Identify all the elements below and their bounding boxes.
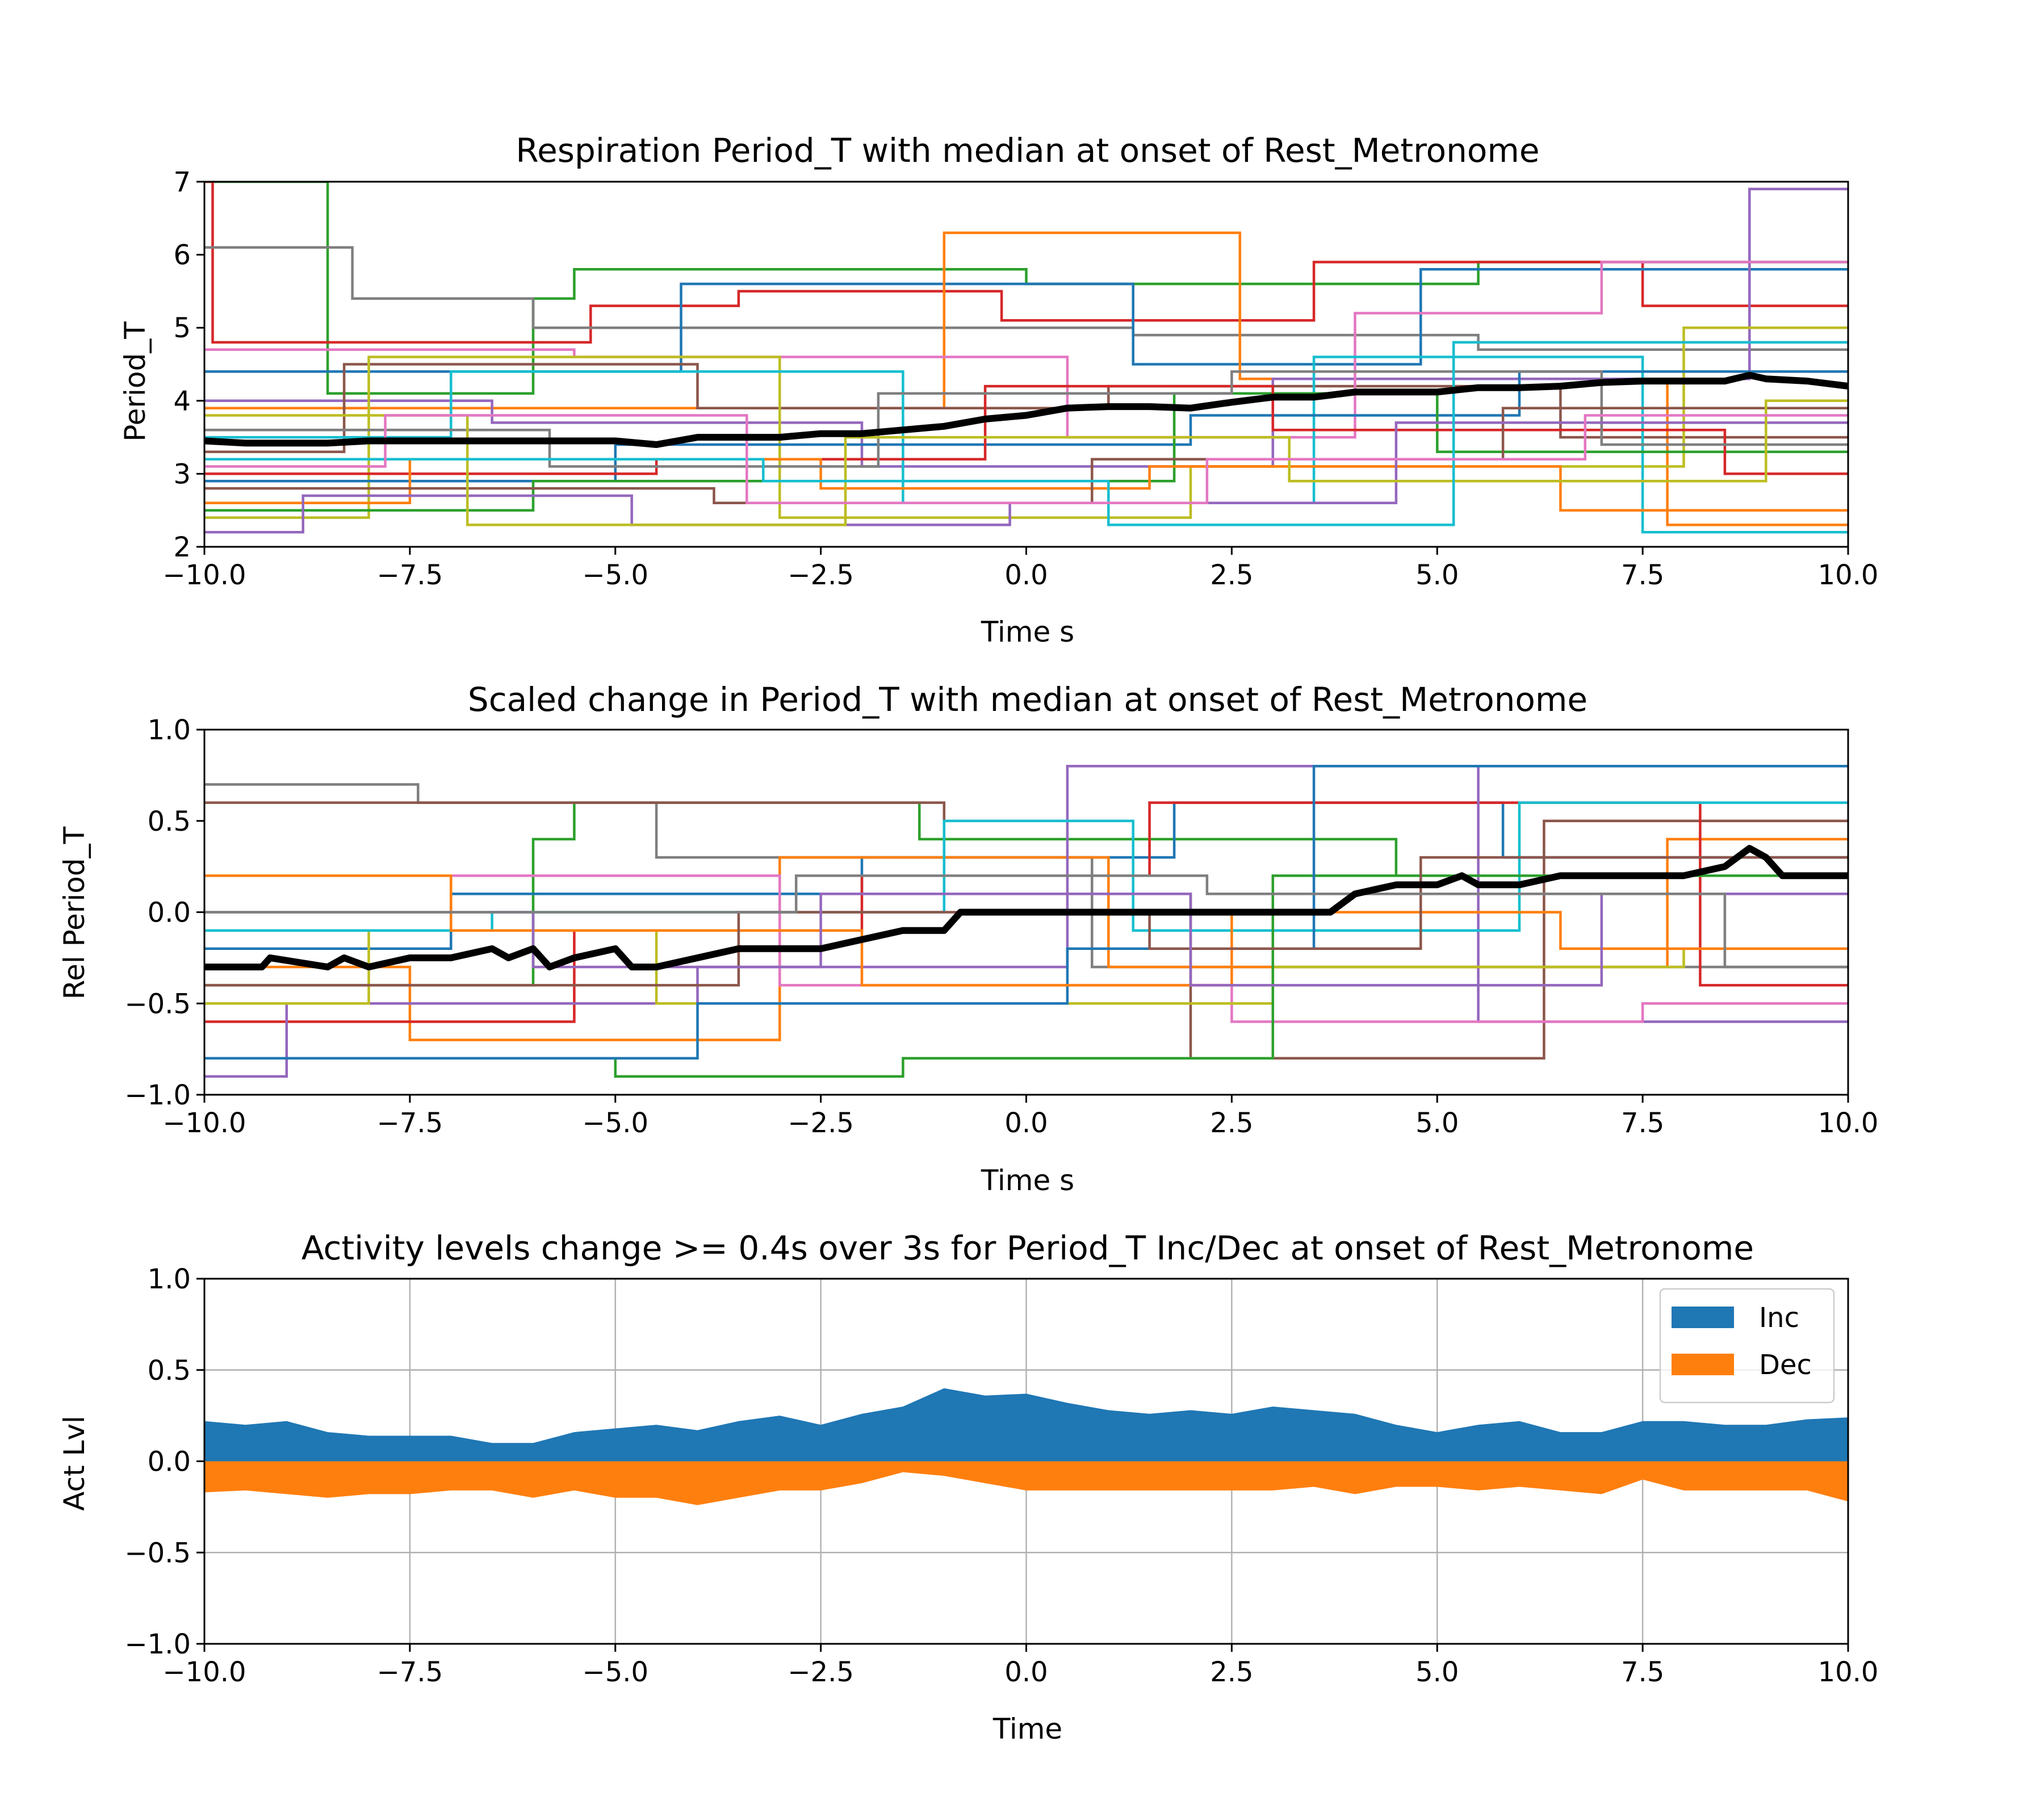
series-line [204,182,1848,395]
x-tick-label: −5.0 [582,1656,648,1688]
x-tick-label: 10.0 [1818,1107,1879,1139]
legend-label-inc: Inc [1759,1302,1799,1334]
scaled-change-chart-xlabel: Time s [981,1164,1074,1197]
x-tick-label: 10.0 [1818,1656,1879,1688]
ticks: −10.0 −7.5 −5.0 −2.5 0.0 2.5 5.0 7.5 10.0 −1.0 −0.… [124,1263,1878,1688]
x-tick-label: −10.0 [162,1656,246,1688]
y-tick-label: 1.0 [148,714,191,746]
x-tick-label: −5.0 [582,1107,648,1139]
x-tick-label: −2.5 [788,559,854,591]
series-line [204,182,1848,344]
legend-label-dec: Dec [1759,1349,1812,1381]
area-inc [204,1388,1848,1462]
activity-chart-xlabel: Time [992,1713,1062,1745]
y-tick-label: 2 [173,531,191,563]
x-tick-label: 0.0 [1004,559,1048,591]
x-tick-label: 5.0 [1415,1107,1459,1139]
data-series [204,765,1848,1078]
series-line [204,231,1848,526]
x-tick-label: −7.5 [377,1107,443,1139]
series-line [204,399,1848,526]
x-tick-label: 0.0 [1004,1656,1048,1688]
x-tick-label: 5.0 [1415,1656,1459,1688]
x-tick-label: −10.0 [162,1107,246,1139]
scaled-change-chart-ylabel: Rel Period_T [58,826,91,999]
x-tick-label: 10.0 [1818,559,1879,591]
ticks: −10.0 −7.5 −5.0 −2.5 0.0 2.5 5.0 7.5 10.0 −1.0 −0.… [124,714,1878,1139]
scaled-change-chart-title: Scaled change in Period_T with median at… [468,680,1588,719]
series-line [204,874,1848,969]
y-tick-label: 0.5 [148,806,191,838]
x-tick-label: 2.5 [1210,559,1253,591]
series-line [204,458,1848,512]
legend-swatch-dec [1672,1354,1734,1375]
series-line [204,187,1848,468]
y-tick-label: −0.5 [124,1537,191,1569]
series-line [204,874,1848,987]
legend-frame [1659,1288,1835,1404]
x-tick-label: 0.0 [1004,1107,1048,1139]
x-tick-label: 5.0 [1415,559,1459,591]
median-line [204,371,1848,448]
x-tick-label: −10.0 [162,559,246,591]
period-chart-xlabel: Time s [981,616,1074,648]
series-line [204,801,1848,932]
x-tick-label: −7.5 [377,1656,443,1688]
x-tick-label: −2.5 [788,1656,854,1688]
period-chart-ylabel: Period_T [119,321,152,442]
y-tick-label: 3 [173,458,191,490]
x-tick-label: −7.5 [377,559,443,591]
y-tick-label: 5 [173,312,191,344]
activity-chart: Activity levels change >= 0.4s over 3s f… [58,1229,1878,1745]
activity-chart-ylabel: Act Lvl [58,1416,91,1511]
period-chart-plot-area: −10.0 −7.5 −5.0 −2.5 0.0 2.5 5.0 7.5 10.0 2 3 4 5 6 7 [162,166,1878,591]
median-line [204,845,1848,970]
series-line [204,893,1848,987]
series-line [204,856,1848,987]
y-tick-label: 7 [173,166,191,198]
x-tick-label: 7.5 [1621,559,1664,591]
data-series [204,182,1848,534]
x-tick-label: 2.5 [1210,1107,1253,1139]
y-tick-label: −1.0 [124,1628,191,1660]
y-tick-label: 0.0 [148,897,191,929]
activity-chart-plot-area: −10.0 −7.5 −5.0 −2.5 0.0 2.5 5.0 7.5 10.0 −1.0 −0.… [124,1263,1878,1688]
area-dec [204,1461,1848,1505]
y-tick-label: 1.0 [148,1263,191,1295]
y-tick-label: 0.5 [148,1355,191,1387]
y-tick-label: −1.0 [124,1079,191,1111]
series-line [204,874,1848,1078]
period-chart-title: Respiration Period_T with median at onse… [516,131,1539,170]
scaled-change-chart-plot-area: −10.0 −7.5 −5.0 −2.5 0.0 2.5 5.0 7.5 10.0 −1.0 −0.… [124,714,1878,1139]
y-tick-label: 6 [173,240,191,271]
y-tick-label: 4 [173,386,191,417]
legend: Inc Dec [1659,1288,1835,1404]
y-tick-label: 0.0 [148,1446,191,1478]
x-tick-label: 7.5 [1621,1107,1664,1139]
activity-chart-title: Activity levels change >= 0.4s over 3s f… [301,1229,1754,1267]
data-series [204,1388,1848,1505]
period-chart: Respiration Period_T with median at onse… [119,131,1878,648]
x-tick-label: −5.0 [582,559,648,591]
legend-swatch-inc [1672,1307,1734,1328]
series-line [204,765,1848,1060]
y-tick-label: −0.5 [124,988,191,1020]
x-tick-label: −2.5 [788,1107,854,1139]
x-tick-label: 7.5 [1621,1656,1664,1688]
ticks: −10.0 −7.5 −5.0 −2.5 0.0 2.5 5.0 7.5 10.0 2 3 4 5 6 7 [162,166,1878,591]
x-tick-label: 2.5 [1210,1656,1253,1688]
scaled-change-chart: Scaled change in Period_T with median at… [58,680,1878,1197]
